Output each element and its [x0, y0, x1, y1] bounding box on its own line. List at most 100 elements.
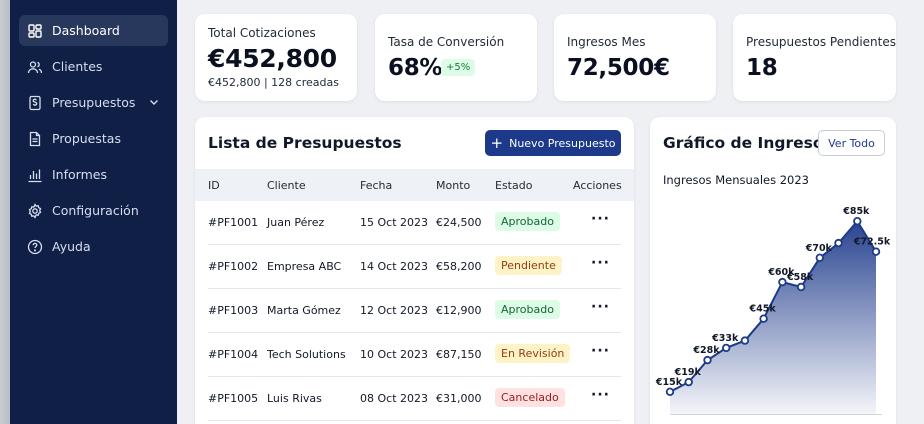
- column-header-id[interactable]: ID: [208, 179, 220, 192]
- data-point[interactable]: [871, 247, 881, 256]
- sidebar-item-label: Propuestas: [52, 131, 121, 146]
- data-label: €72.5k: [853, 237, 891, 248]
- data-label: €70k: [805, 243, 833, 254]
- table-row[interactable]: #PF1002 Empresa ABC 14 Oct 2023 €58,200 …: [208, 245, 621, 289]
- cell-id: #PF1005: [208, 392, 259, 405]
- chevron-down-icon[interactable]: [148, 96, 160, 108]
- sidebar-item-label: Clientes: [52, 59, 103, 74]
- stat-label: Tasa de Conversión: [388, 35, 505, 49]
- series-line: [669, 219, 877, 393]
- gear-icon: [27, 202, 43, 219]
- chart-panel-title: Gráfico de Ingresos: [663, 134, 833, 152]
- status-badge: Aprobado: [495, 300, 560, 319]
- sidebar-item-clientes[interactable]: Clientes: [19, 51, 168, 82]
- status-badge: Pendiente: [495, 256, 562, 275]
- data-point[interactable]: [721, 343, 731, 353]
- budget-list-card: Lista de Presupuestos + Nuevo Presupuest…: [195, 117, 634, 424]
- column-header-acciones: Acciones: [573, 179, 622, 192]
- table-row[interactable]: #PF1003 Marta Gómez 12 Oct 2023 €12,900 …: [208, 289, 621, 333]
- data-label: €85k: [842, 206, 870, 217]
- more-actions-icon[interactable]: ···: [591, 387, 610, 403]
- cell-id: #PF1001: [208, 216, 259, 229]
- table-row[interactable]: #PF1005 Luis Rivas 08 Oct 2023 €31,000 C…: [208, 377, 621, 421]
- main-content: Total Cotizaciones €452,800 €452,800 | 1…: [177, 0, 924, 424]
- stat-subtext: €452,800 | 128 creadas: [208, 76, 339, 89]
- cell-id: #PF1003: [208, 304, 259, 317]
- cell-id: #PF1002: [208, 260, 259, 273]
- data-point[interactable]: [740, 336, 750, 345]
- sidebar-item-configuracion[interactable]: Configuración: [19, 195, 168, 226]
- more-actions-icon[interactable]: ···: [591, 299, 610, 315]
- change-badge: +5%: [441, 59, 476, 76]
- cell-client: Luis Rivas: [267, 392, 322, 405]
- data-point[interactable]: [853, 217, 862, 226]
- data-point[interactable]: [815, 253, 824, 263]
- column-header-estado[interactable]: Estado: [495, 179, 533, 192]
- view-all-button[interactable]: Ver Todo: [818, 130, 885, 156]
- cell-amount: €24,500: [436, 216, 482, 229]
- stat-value: €452,800: [208, 44, 337, 73]
- data-point[interactable]: [684, 377, 693, 387]
- data-point[interactable]: [703, 355, 712, 365]
- table-row[interactable]: #PF1004 Tech Solutions 10 Oct 2023 €87,1…: [208, 333, 621, 377]
- table-row[interactable]: #PF1001 Juan Pérez 15 Oct 2023 €24,500 A…: [208, 201, 621, 245]
- status-badge: Aprobado: [495, 212, 560, 231]
- cell-client: Empresa ABC: [267, 260, 342, 273]
- stat-card-total-cotizaciones: Total Cotizaciones €452,800 €452,800 | 1…: [195, 14, 357, 101]
- stat-value: 72,500€: [567, 55, 670, 81]
- chart-subtitle: Ingresos Mensuales 2023: [663, 173, 810, 187]
- sidebar-item-ayuda[interactable]: Ayuda: [19, 231, 168, 262]
- revenue-area-chart: €15k€19k €28k€33k €45k €60k€58k €70k €85k €72.…: [655, 206, 891, 415]
- data-label: €58k: [786, 272, 814, 283]
- column-header-monto[interactable]: Monto: [436, 179, 471, 192]
- more-actions-icon[interactable]: ···: [591, 211, 610, 227]
- cell-date: 12 Oct 2023: [360, 304, 429, 317]
- sidebar-item-dashboard[interactable]: Dashboard: [19, 15, 168, 46]
- revenue-chart-card: Gráfico de Ingresos Ver Todo Ingresos Me…: [650, 117, 896, 424]
- sidebar-item-label: Dashboard: [52, 23, 120, 38]
- cell-id: #PF1004: [208, 348, 259, 361]
- sidebar-item-propuestas[interactable]: Propuestas: [19, 123, 168, 154]
- sidebar-item-presupuestos[interactable]: Presupuestos: [19, 87, 168, 118]
- help-icon: [27, 239, 43, 255]
- document-icon: [27, 131, 43, 147]
- dashboard-icon: [27, 23, 43, 39]
- cell-amount: €12,900: [436, 304, 482, 317]
- cell-date: 08 Oct 2023: [360, 392, 429, 405]
- sidebar-item-label: Presupuestos: [52, 95, 136, 110]
- cell-date: 15 Oct 2023: [360, 216, 429, 229]
- budget-icon: [27, 95, 43, 111]
- cell-amount: €58,200: [436, 260, 482, 273]
- status-badge: En Revisión: [495, 344, 571, 363]
- data-label: €15k: [655, 377, 683, 388]
- stat-value: 18: [746, 55, 778, 81]
- data-point[interactable]: [796, 282, 806, 292]
- sidebar: Dashboard Clientes Presupuestos Propuest…: [10, 0, 177, 424]
- new-budget-button[interactable]: + Nuevo Presupuesto: [485, 130, 621, 156]
- column-header-fecha[interactable]: Fecha: [360, 179, 393, 192]
- sidebar-item-informes[interactable]: Informes: [19, 159, 168, 190]
- area-fill: [670, 221, 876, 414]
- cell-date: 14 Oct 2023: [360, 260, 429, 273]
- data-label: €60k: [767, 267, 795, 278]
- users-icon: [27, 59, 43, 75]
- table-title: Lista de Presupuestos: [208, 134, 402, 152]
- stat-card-tasa-conversion: Tasa de Conversión 68% +5%: [375, 14, 537, 101]
- data-point[interactable]: [778, 277, 787, 287]
- stat-card-presupuestos-pendientes: Presupuestos Pendientes 18: [733, 14, 896, 101]
- data-point[interactable]: [665, 387, 675, 396]
- cell-amount: €87,150: [436, 348, 482, 361]
- sidebar-item-label: Informes: [52, 167, 107, 182]
- data-point[interactable]: [759, 314, 768, 323]
- cell-client: Juan Pérez: [267, 216, 325, 229]
- data-label: €33k: [711, 333, 739, 344]
- more-actions-icon[interactable]: ···: [591, 343, 610, 359]
- stat-label: Total Cotizaciones: [208, 26, 316, 40]
- cell-date: 10 Oct 2023: [360, 348, 429, 361]
- column-header-cliente[interactable]: Cliente: [267, 179, 306, 192]
- more-actions-icon[interactable]: ···: [591, 255, 610, 271]
- window-edge: [0, 0, 10, 424]
- stat-card-ingresos-mes: Ingresos Mes 72,500€: [554, 14, 716, 101]
- data-point[interactable]: [834, 238, 843, 248]
- new-budget-button-label: Nuevo Presupuesto: [509, 136, 616, 150]
